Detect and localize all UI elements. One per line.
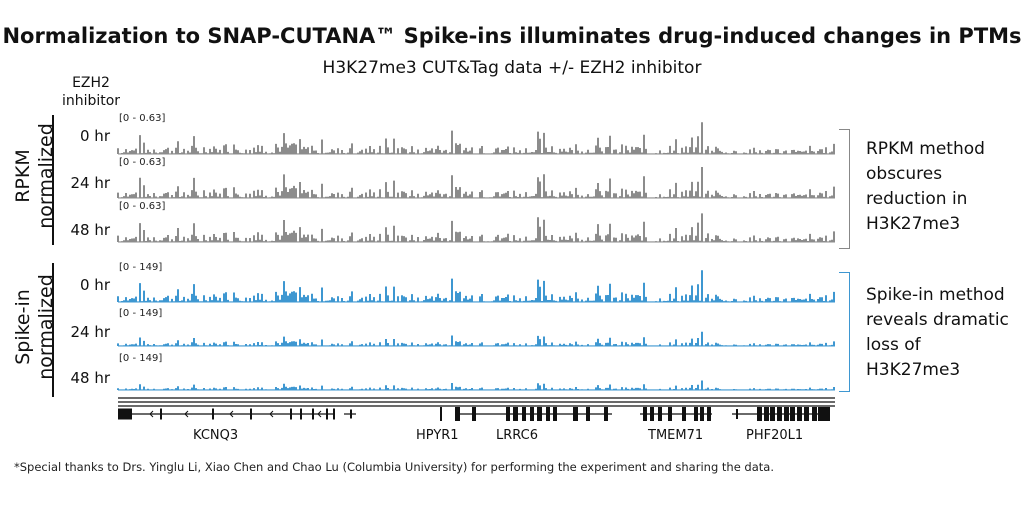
strand-arrow [317,410,322,418]
gene-exon [573,407,578,421]
gene-exon [537,407,542,421]
track-signal [117,122,835,154]
spikein-note-line4: H3K27me3 [866,360,961,380]
gene-exon [770,407,775,421]
gene-exon [333,408,335,420]
gene-exon [522,407,526,421]
gene-kcnq3: KCNQ3 [193,428,239,443]
gene-exon [472,407,476,421]
gene-exon [553,407,557,421]
rpkm-note-line1: RPKM method [866,139,985,159]
rpkm-0hr-label: 0 hr [80,127,110,145]
gene-phf20l1: PHF20L1 [746,428,804,443]
gene-exon [643,407,647,421]
gene-exon [797,407,802,421]
rpkm-24hr-label: 24 hr [70,174,110,192]
gene-exon [513,407,518,421]
rpkm-group-divider [52,115,54,245]
gene-exon [790,407,795,421]
figure-subtitle: H3K27me3 CUT&Tag data +/- EZH2 inhibitor [322,58,702,78]
figure-title: Normalization to SNAP-CUTANA™ Spike-ins … [2,24,1022,48]
spikein-24hr-range: [0 - 149] [119,308,163,319]
spikein-note-line3: loss of [866,335,921,355]
gene-exon [300,408,302,420]
strand-arrow [184,410,189,418]
track-signal [117,331,835,346]
spikein-24hr-label: 24 hr [70,323,110,341]
gene-exon [707,407,711,421]
spikein-note-line2: reveals dramatic [866,310,1009,330]
gene-exon [604,407,608,421]
rpkm-note-line2: obscures [866,164,943,184]
strand-arrow [229,410,234,418]
spikein-bracket [839,272,850,392]
gene-exon [812,407,817,421]
track-signal [117,213,835,242]
gene-tmem71: TMEM71 [648,428,704,443]
signal-track [117,380,835,391]
footnote: *Special thanks to Drs. Yinglu Li, Xiao … [14,460,774,474]
rpkm-24hr-range: [0 - 0.63] [119,157,166,168]
spikein-note: Spike-in method reveals dramatic loss of… [866,283,1009,383]
ezh2-label: EZH2 [72,75,110,91]
gene-exon [784,407,789,421]
signal-track [117,167,835,199]
gene-exon [326,408,328,420]
gene-exon [764,407,769,421]
gene-exon [650,407,654,421]
gene-lrrc6: LRRC6 [496,428,539,443]
gene-hpyr1: HPYR1 [416,428,459,443]
rpkm-0hr-range: [0 - 0.63] [119,113,166,124]
gene-exon [455,407,460,421]
gene-exon [736,409,738,419]
gene-exon [160,408,162,420]
strand-arrow [269,410,274,418]
inhibitor-label: inhibitor [61,93,121,109]
rpkm-note: RPKM method obscures reduction in H3K27m… [866,137,985,237]
gene-exon [804,407,809,421]
gene-exon [668,407,672,421]
gene-exon [290,408,292,420]
gene-exon [700,407,704,421]
gene-exon [250,408,252,420]
rpkm-note-line4: H3K27me3 [866,214,961,234]
gene-exon [586,407,590,421]
signal-track [117,213,835,243]
gene-exon [658,407,662,421]
spikein-0hr-label: 0 hr [80,276,110,294]
signal-track [117,331,835,347]
signal-track [117,270,835,303]
gene-exon [506,407,510,421]
rpkm-bracket [839,129,850,249]
gene-exon [757,407,762,421]
track-signal [117,380,835,390]
signal-track [117,122,835,155]
gene-exon [350,409,352,419]
gene-exon [694,407,698,421]
gene-exon [440,407,442,421]
rpkm-note-line3: reduction in [866,189,968,209]
gene-exon [530,407,534,421]
gene-exon [118,408,132,420]
rpkm-48hr-label: 48 hr [70,221,110,239]
track-signal [117,270,835,302]
spikein-group-divider [52,263,54,397]
ezh2-inhibitor-header: EZH2 inhibitor [50,74,132,110]
gene-annotation-track [118,397,835,421]
spikein-48hr-range: [0 - 149] [119,353,163,364]
gene-exon [546,407,550,421]
gene-exon [212,408,214,420]
track-signal [117,167,835,198]
spikein-48hr-label: 48 hr [70,369,110,387]
gene-exon [312,408,314,420]
strand-arrow [149,410,154,418]
rpkm-48hr-range: [0 - 0.63] [119,201,166,212]
gene-exon [818,407,830,421]
gene-exon [777,407,782,421]
spikein-0hr-range: [0 - 149] [119,262,163,273]
gene-exon [682,407,686,421]
spikein-note-line1: Spike-in method [866,285,1005,305]
